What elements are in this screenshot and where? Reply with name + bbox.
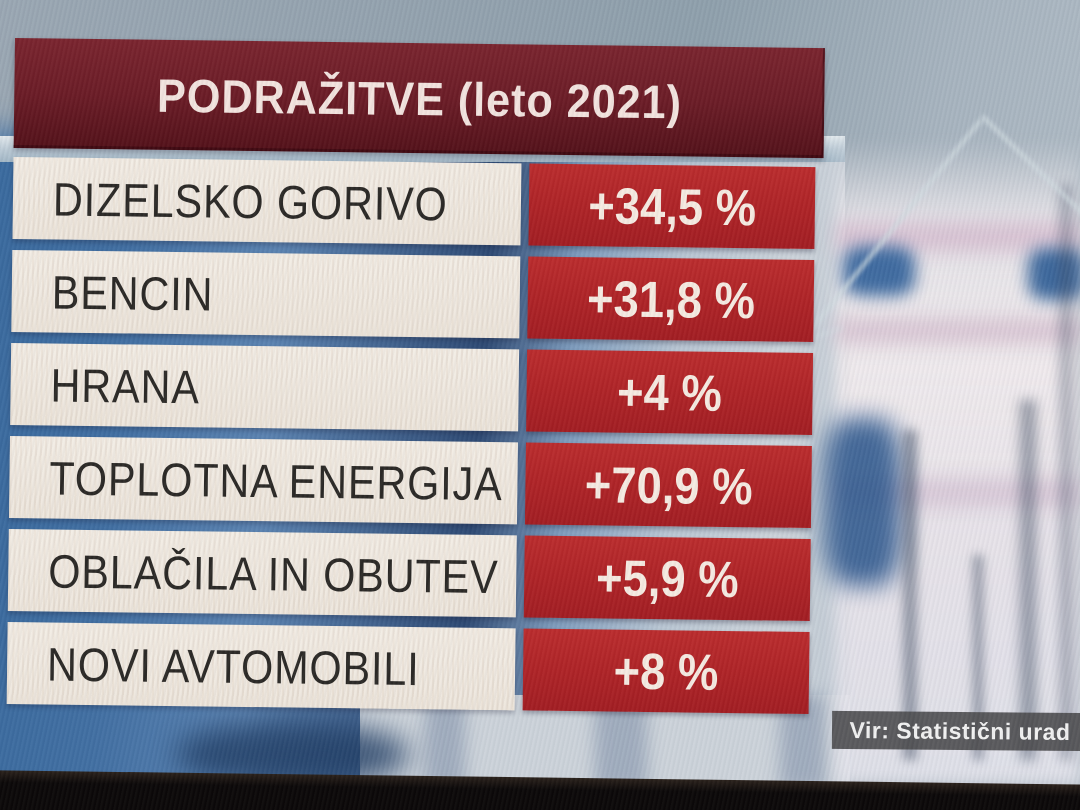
panel-title: PODRAŽITVE (leto 2021) [156, 68, 682, 128]
value-label: +70,9 % [584, 455, 753, 515]
category-label: OBLAČILA IN OBUTEV [47, 543, 499, 603]
value-label: +8 % [613, 642, 719, 701]
table-row: TOPLOTNA ENERGIJA +70,9 % [8, 435, 820, 529]
background-mast [973, 555, 983, 760]
category-cell: NOVI AVTOMOBILI [6, 621, 516, 711]
value-label: +4 % [616, 363, 723, 422]
value-cell: +5,9 % [523, 535, 811, 622]
background-mast [1060, 185, 1072, 760]
table-row: OBLAČILA IN OBUTEV +5,9 % [7, 528, 819, 622]
category-cell: OBLAČILA IN OBUTEV [7, 528, 517, 618]
category-label: NOVI AVTOMOBILI [46, 636, 420, 695]
value-cell: +31,8 % [527, 256, 815, 343]
background-navy-patch [824, 418, 902, 586]
category-label: TOPLOTNA ENERGIJA [49, 450, 503, 510]
category-cell: DIZELSKO GORIVO [12, 156, 522, 246]
table-row: HRANA +4 % [10, 342, 821, 436]
value-label: +5,9 % [595, 548, 739, 608]
source-badge-label: Vir: Statistični urad [849, 716, 1071, 745]
table-row: NOVI AVTOMOBILI +8 % [6, 621, 818, 715]
infographic-panel: PODRAŽITVE (leto 2021) DIZELSKO GORIVO +… [6, 38, 825, 715]
category-label: HRANA [50, 357, 201, 413]
background-streak [425, 695, 465, 790]
value-cell: +34,5 % [528, 163, 816, 250]
background-mast [903, 430, 917, 760]
value-cell: +4 % [526, 349, 814, 436]
category-cell: BENCIN [11, 249, 521, 339]
background-pink-band [836, 318, 1080, 344]
value-label: +34,5 % [587, 176, 757, 236]
background-navy-patch [1028, 248, 1080, 300]
title-bar: PODRAŽITVE (leto 2021) [13, 38, 825, 159]
value-cell: +8 % [522, 628, 810, 715]
value-label: +31,8 % [586, 269, 756, 329]
category-cell: HRANA [10, 342, 520, 432]
category-label: DIZELSKO GORIVO [52, 171, 449, 230]
value-cell: +70,9 % [524, 442, 812, 529]
background-mast [1020, 400, 1036, 760]
category-cell: TOPLOTNA ENERGIJA [8, 435, 518, 525]
table-row: BENCIN +31,8 % [11, 249, 822, 343]
source-badge: Vir: Statistični urad [831, 710, 1080, 752]
background-navy-patch [843, 246, 915, 296]
category-label: BENCIN [51, 264, 214, 321]
table-row: DIZELSKO GORIVO +34,5 % [12, 156, 823, 250]
